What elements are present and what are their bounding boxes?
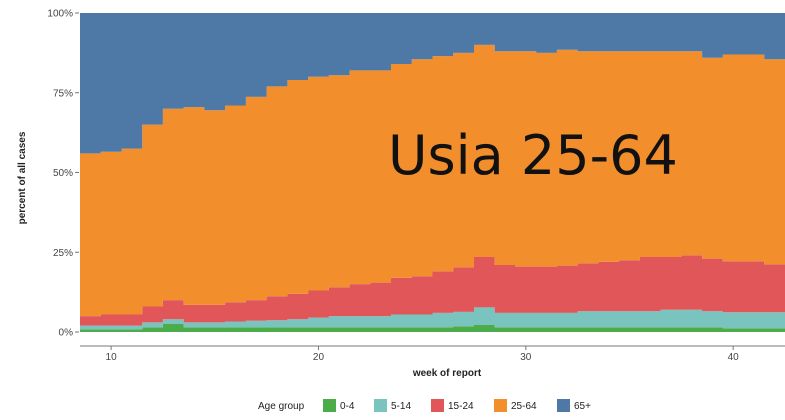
legend-title: Age group	[258, 401, 305, 412]
legend-swatch-25-64	[494, 399, 507, 412]
x-tick-label: 10	[106, 352, 118, 363]
y-tick-label: 0%	[59, 328, 74, 339]
x-tick-label: 40	[728, 352, 740, 363]
legend-swatch-65+	[557, 399, 570, 412]
legend-swatch-15-24	[431, 399, 444, 412]
x-tick-label: 30	[520, 352, 532, 363]
y-tick-label: 75%	[53, 88, 73, 99]
legend-label-15-24: 15-24	[448, 401, 474, 412]
y-tick-label: 25%	[53, 248, 73, 259]
x-tick-label: 20	[313, 352, 325, 363]
plot-area	[80, 13, 785, 332]
y-axis-title: percent of all cases	[17, 131, 28, 224]
legend-label-65+: 65+	[574, 401, 591, 412]
chart-annotation: Usia 25-64	[388, 124, 678, 187]
y-tick-label: 50%	[53, 168, 73, 179]
area-series-25-64	[80, 44, 785, 317]
legend-label-5-14: 5-14	[391, 401, 411, 412]
legend-swatch-0-4	[323, 399, 336, 412]
y-tick-label: 100%	[47, 9, 73, 20]
axes: 0% 25% 50% 75% 100% 10 20 30 40	[47, 9, 785, 363]
legend-label-0-4: 0-4	[340, 401, 355, 412]
area-series-5-14	[80, 307, 785, 330]
legend-label-25-64: 25-64	[511, 401, 537, 412]
area-series-15-24	[80, 255, 785, 326]
legend: Age group 0-4 5-14 15-24 25-64 65+	[258, 399, 591, 412]
legend-swatch-5-14	[374, 399, 387, 412]
area-series-0-4	[80, 324, 785, 332]
area-series-65+	[80, 13, 785, 154]
x-axis-title: week of report	[412, 368, 482, 379]
